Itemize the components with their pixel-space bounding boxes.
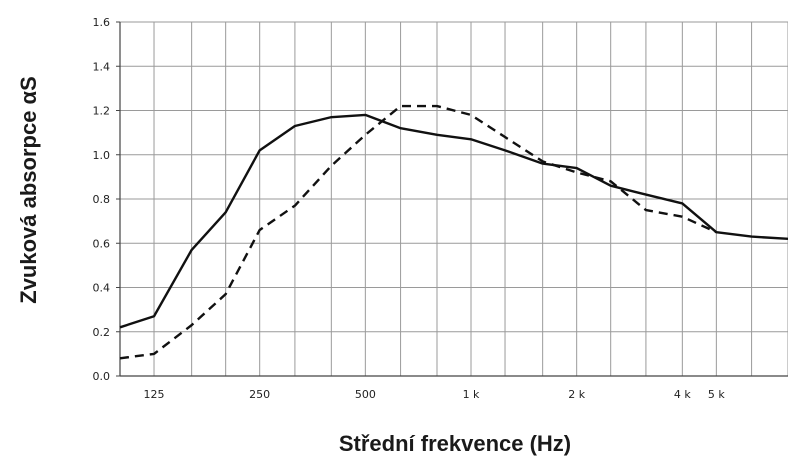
x-tick-label: 125 [144, 388, 165, 401]
y-axis-title: Zvuková absorpce αS [16, 76, 41, 304]
x-axis-title: Střední frekvence (Hz) [339, 431, 571, 456]
x-tick-labels: 125 250 500 1 k 2 k 4 k 5 k [144, 388, 726, 401]
x-tick-label: 1 k [463, 388, 480, 401]
y-tick-label: 0.4 [93, 282, 111, 295]
axes [116, 21, 788, 377]
series-line-dashed [119, 104, 717, 360]
x-tick-label: 5 k [708, 388, 725, 401]
series-layer [119, 104, 788, 360]
y-tick-label: 0.0 [93, 370, 111, 383]
x-tick-label: 500 [355, 388, 376, 401]
y-tick-label: 1.6 [93, 16, 111, 29]
x-tick-label: 250 [249, 388, 270, 401]
y-tick-label: 1.4 [93, 60, 111, 73]
y-tick-label: 0.2 [93, 326, 111, 339]
y-tick-labels: 0.0 0.2 0.4 0.6 0.8 1.0 1.2 1.4 1.6 [93, 16, 111, 383]
y-tick-label: 0.6 [93, 237, 111, 250]
series-line-solid [119, 113, 788, 329]
y-tick-label: 1.2 [93, 105, 111, 118]
grid [119, 21, 788, 377]
y-tick-label: 1.0 [93, 149, 111, 162]
y-tick-label: 0.8 [93, 193, 111, 206]
x-tick-label: 4 k [674, 388, 691, 401]
x-tick-label: 2 k [568, 388, 585, 401]
